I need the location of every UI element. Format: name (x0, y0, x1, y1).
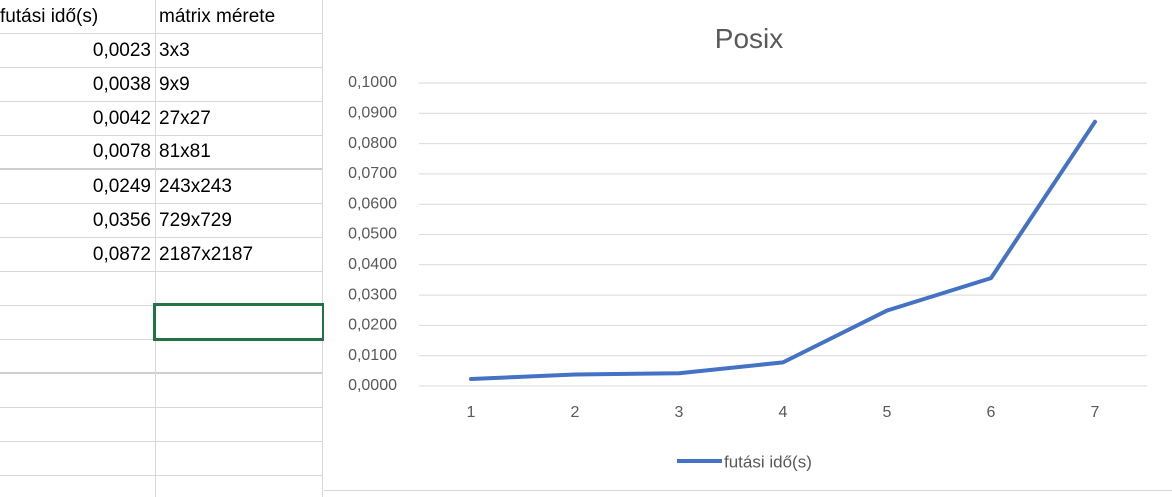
series-line (469, 119, 1097, 382)
empty-row[interactable] (0, 340, 322, 374)
posix-chart[interactable]: 0,0000 0,0100 0,0200 0,0300 0,0400 0,0500 0,06… (324, 0, 1172, 490)
table-row: 0,0356 729x729 (0, 204, 322, 238)
x-tick-label: 1 (467, 404, 476, 421)
y-tick-label: 0,0300 (348, 286, 397, 303)
y-tick-label: 0,0000 (348, 377, 397, 394)
data-point (781, 360, 785, 364)
empty-row[interactable] (0, 408, 322, 442)
column-separator (155, 0, 156, 497)
time-cell[interactable]: 0,0023 (92, 39, 151, 61)
data-point (1093, 120, 1097, 124)
chart-title: Posix (715, 23, 783, 54)
y-tick-label: 0,0100 (348, 347, 397, 364)
size-cell[interactable]: 27x27 (159, 107, 211, 129)
data-point (573, 372, 577, 376)
y-tick-label: 0,0400 (348, 256, 397, 273)
y-tick-label: 0,0800 (348, 135, 397, 152)
x-tick-label: 4 (779, 404, 788, 421)
size-cell[interactable]: 729x729 (159, 209, 232, 231)
x-tick-label: 7 (1091, 404, 1100, 421)
time-cell[interactable]: 0,0872 (92, 243, 151, 265)
table-row: 0,0078 81x81 (0, 136, 322, 170)
y-tick-label: 0,0200 (348, 317, 397, 334)
table-row: 0,0042 27x27 (0, 102, 322, 136)
y-tick-label: 0,1000 (348, 74, 397, 91)
empty-row[interactable] (0, 272, 322, 306)
table-row: 0,0023 3x3 (0, 34, 322, 68)
time-cell[interactable]: 0,0042 (92, 107, 151, 129)
y-tick-label: 0,0600 (348, 195, 397, 212)
chart-legend: futási idő(s) (677, 452, 812, 471)
size-cell[interactable]: 81x81 (159, 141, 211, 162)
data-point (677, 371, 681, 375)
header-row: futási idő(s) mátrix mérete (0, 0, 322, 34)
legend-label: futási idő(s) (724, 452, 812, 471)
y-axis-labels: 0,0000 0,0100 0,0200 0,0300 0,0400 0,0500 0,06… (348, 74, 397, 394)
header-cell-run-time[interactable]: futási idő(s) (0, 5, 99, 27)
data-point (885, 309, 889, 313)
time-cell[interactable]: 0,0249 (92, 175, 151, 197)
x-tick-label: 2 (571, 404, 580, 421)
y-tick-label: 0,0500 (348, 226, 397, 243)
header-cell-matrix-size[interactable]: mátrix mérete (159, 5, 276, 27)
empty-row[interactable] (0, 374, 322, 408)
selected-cell[interactable] (153, 303, 325, 341)
x-axis-labels: 1 2 3 4 5 6 7 (467, 404, 1100, 421)
time-cell[interactable]: 0,0078 (92, 141, 151, 162)
table-row: 0,0872 2187x2187 (0, 238, 322, 272)
x-tick-label: 3 (675, 404, 684, 421)
column-separator (322, 0, 323, 497)
empty-row[interactable] (0, 442, 322, 476)
gridline-bottom (324, 490, 1172, 491)
size-cell[interactable]: 3x3 (159, 39, 190, 61)
y-tick-label: 0,0900 (348, 105, 397, 122)
chart-canvas: 0,0000 0,0100 0,0200 0,0300 0,0400 0,0500 0,06… (348, 23, 1147, 471)
table-row: 0,0038 9x9 (0, 68, 322, 102)
size-cell[interactable]: 2187x2187 (159, 243, 254, 265)
size-cell[interactable]: 243x243 (159, 175, 232, 197)
series-layer (469, 119, 1097, 382)
x-tick-label: 5 (883, 404, 892, 421)
x-tick-label: 6 (987, 404, 996, 421)
time-cell[interactable]: 0,0356 (92, 209, 151, 231)
chart-gridlines (419, 82, 1147, 387)
y-tick-label: 0,0700 (348, 165, 397, 182)
data-point (989, 276, 993, 280)
table-row: 0,0249 243x243 (0, 170, 322, 204)
data-point (469, 377, 473, 381)
time-cell[interactable]: 0,0038 (92, 73, 151, 95)
size-cell[interactable]: 9x9 (159, 73, 190, 95)
